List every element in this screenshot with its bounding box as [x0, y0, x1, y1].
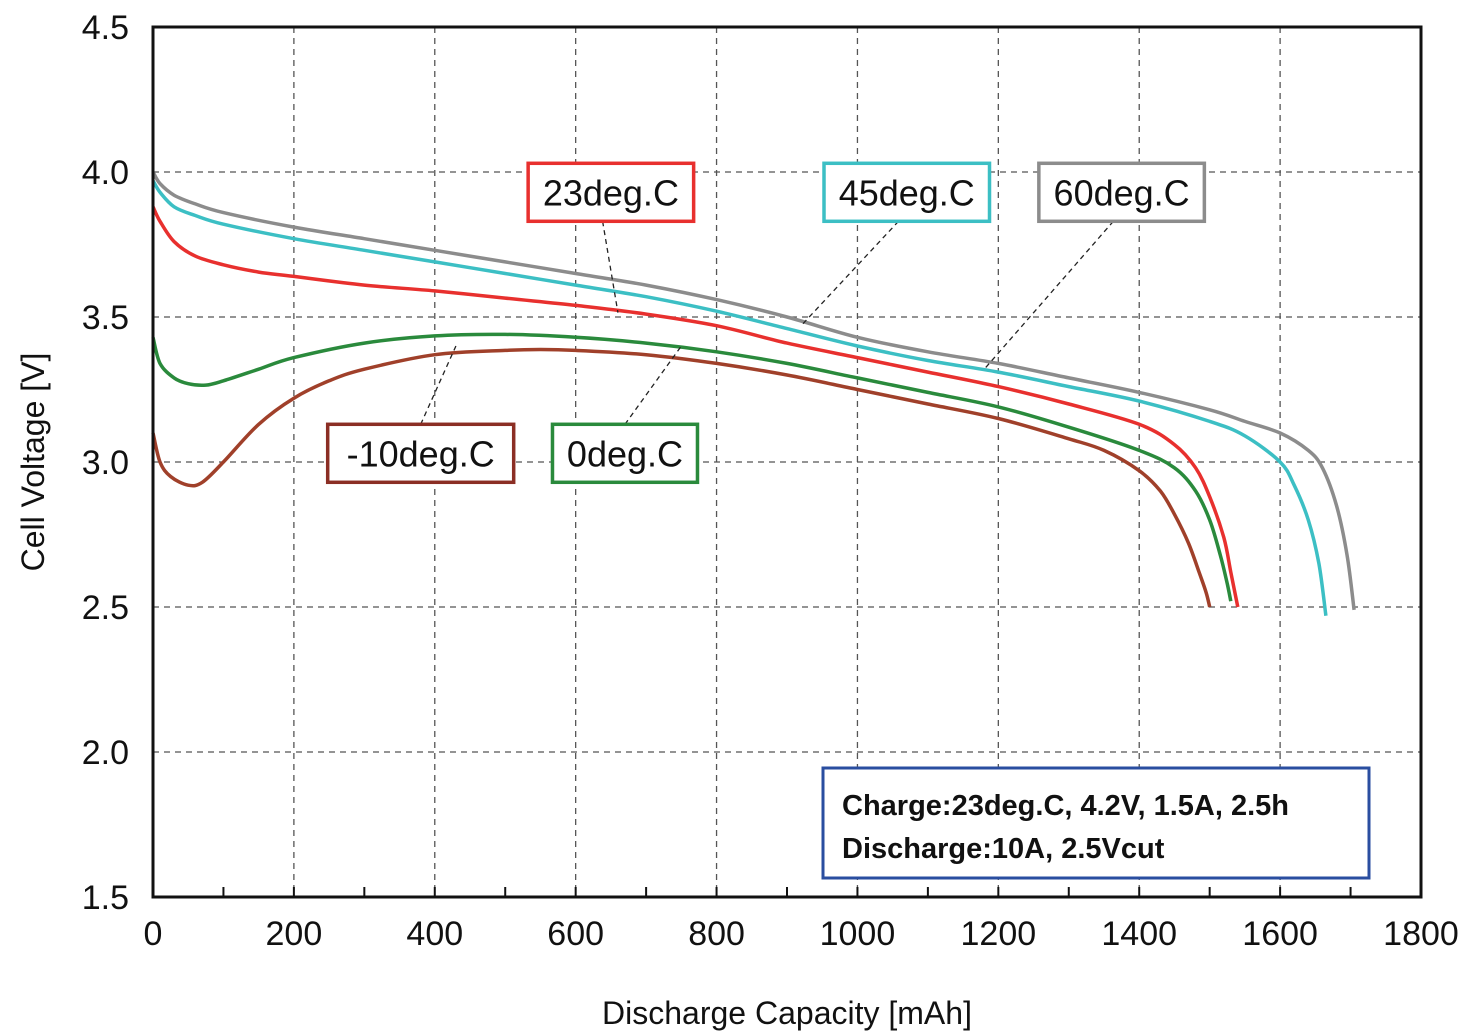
- x-tick-labels: 0 200 400 600 800 1000 1200 1400 1600 1800: [144, 915, 1459, 953]
- y-tick-labels: 1.5 2.0 2.5 3.0 3.5 4.0 4.5: [82, 9, 129, 917]
- conditions-box: Charge:23deg.C, 4.2V, 1.5A, 2.5h Dischar…: [821, 766, 1371, 880]
- x-tick-label: 1600: [1242, 915, 1318, 953]
- series-lines: [151, 171, 1356, 616]
- x-tick-label: 200: [266, 915, 323, 953]
- y-axis-label: Cell Voltage [V]: [15, 353, 51, 572]
- conditions-box-border: [821, 766, 1371, 880]
- x-tick-label: 400: [406, 915, 463, 953]
- annotation-label: 60deg.C: [1054, 172, 1190, 213]
- annotation-label: -10deg.C: [347, 433, 495, 474]
- annotation-leader-line: [983, 220, 1114, 370]
- annotation-leader-line: [624, 345, 682, 425]
- x-tick-label: 1200: [961, 915, 1037, 953]
- series-line-23deg-c: [151, 206, 1240, 608]
- conditions-charge-text: Charge:23deg.C, 4.2V, 1.5A, 2.5h: [842, 790, 1289, 822]
- annotation-leader-line: [601, 221, 619, 313]
- x-tick-label: 1400: [1101, 915, 1177, 953]
- series-line-45deg-c: [151, 179, 1328, 616]
- annotation-label: 23deg.C: [543, 172, 679, 213]
- annotation-label: 45deg.C: [839, 172, 975, 213]
- series-line--10deg-c: [151, 347, 1212, 608]
- annotation-box: [526, 161, 696, 224]
- y-tick-label: 1.5: [82, 879, 129, 917]
- plot-frame: [151, 25, 1423, 899]
- annotation-leaders: [420, 220, 1114, 425]
- y-tick-label: 4.0: [82, 154, 129, 192]
- y-tick-label: 3.0: [82, 444, 129, 482]
- series-line-0deg-c: [151, 332, 1233, 602]
- x-tick-label: 800: [688, 915, 745, 953]
- annotation-box: [822, 161, 992, 224]
- y-tick-label: 3.5: [82, 299, 129, 337]
- annotation-leader-line: [800, 220, 899, 327]
- y-tick-label: 4.5: [82, 9, 129, 47]
- series-annotations: 23deg.C 45deg.C 60deg.C -10deg.C 0deg.C: [325, 161, 1207, 485]
- x-tick-label: 0: [144, 915, 163, 953]
- series-line-60deg-c: [151, 171, 1356, 611]
- annotation-box: [550, 422, 700, 485]
- x-tick-label: 600: [547, 915, 604, 953]
- conditions-discharge-text: Discharge:10A, 2.5Vcut: [842, 833, 1165, 865]
- y-tick-label: 2.0: [82, 734, 129, 772]
- y-tick-label: 2.5: [82, 589, 129, 627]
- x-axis-label: Discharge Capacity [mAh]: [602, 995, 972, 1031]
- x-tick-label: 1000: [820, 915, 896, 953]
- x-tick-label: 1800: [1383, 915, 1459, 953]
- annotation-box: [325, 422, 516, 485]
- annotation-label: 0deg.C: [567, 433, 683, 474]
- minor-ticks: [222, 887, 1352, 897]
- annotation-box: [1037, 161, 1207, 224]
